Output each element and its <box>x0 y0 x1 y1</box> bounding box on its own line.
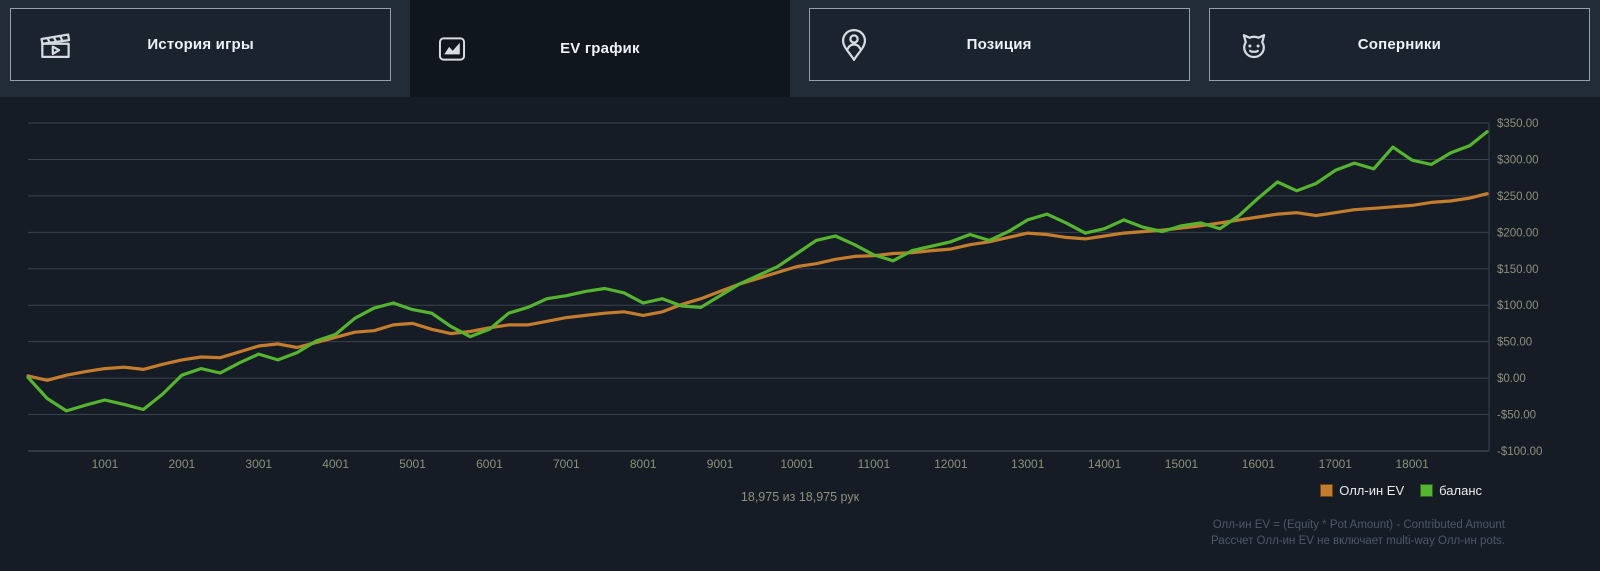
svg-text:$250.00: $250.00 <box>1497 191 1539 203</box>
footnote-ev-formula: Олл-ин EV = (Equity * Pot Amount) - Cont… <box>1212 519 1505 531</box>
svg-text:-$50.00: -$50.00 <box>1497 410 1536 422</box>
tab-bar: История игры EV график Позиция <box>0 0 1600 97</box>
svg-text:$0.00: $0.00 <box>1497 373 1526 385</box>
tab-label: Соперники <box>1357 36 1442 53</box>
clapperboard-icon <box>35 25 75 65</box>
svg-text:17001: 17001 <box>1319 457 1353 471</box>
svg-text:12001: 12001 <box>934 457 968 471</box>
balance-color-swatch <box>1420 484 1434 497</box>
allin-ev-color-swatch <box>1320 484 1334 497</box>
hands-count: 18,975 из 18,975 рук <box>740 490 860 504</box>
svg-text:$150.00: $150.00 <box>1497 264 1539 276</box>
tab-label: История игры <box>147 36 254 53</box>
footnote-ev-note: Рассчет Олл-ин EV не включает multi-way … <box>1211 535 1505 547</box>
svg-text:14001: 14001 <box>1088 457 1122 471</box>
tab-game-history[interactable]: История игры <box>10 8 392 81</box>
legend-label: Олл-ин EV <box>1339 483 1405 498</box>
footnotes: Олл-ин EV = (Equity * Pot Amount) - Cont… <box>1211 517 1505 549</box>
legend-item-balance[interactable]: баланс <box>1420 483 1482 498</box>
svg-text:15001: 15001 <box>1165 457 1199 471</box>
svg-text:18001: 18001 <box>1395 457 1429 471</box>
svg-text:$50.00: $50.00 <box>1497 337 1532 349</box>
tab-label: Позиция <box>966 36 1032 53</box>
svg-text:$350.00: $350.00 <box>1497 118 1539 130</box>
tab-label: EV график <box>560 40 640 57</box>
chart-legend: Олл-ин EV баланс <box>1320 483 1482 498</box>
ev-graph-panel: $350.00 $300.00 $250.00 $200.00 $150.00 $100.… <box>0 97 1600 571</box>
svg-text:$200.00: $200.00 <box>1497 227 1539 239</box>
svg-text:-$100.00: -$100.00 <box>1497 446 1542 458</box>
svg-text:7001: 7001 <box>553 457 580 471</box>
line-chart-icon <box>432 29 472 69</box>
svg-text:1001: 1001 <box>92 457 119 471</box>
legend-label: баланс <box>1439 483 1482 498</box>
svg-text:4001: 4001 <box>322 457 349 471</box>
svg-text:$300.00: $300.00 <box>1497 154 1539 166</box>
svg-text:8001: 8001 <box>630 457 657 471</box>
tab-position[interactable]: Позиция <box>808 8 1190 81</box>
svg-text:3001: 3001 <box>245 457 272 471</box>
svg-text:11001: 11001 <box>858 457 891 471</box>
position-pin-icon <box>834 25 874 65</box>
svg-text:9001: 9001 <box>707 457 734 471</box>
ev-chart: $350.00 $300.00 $250.00 $200.00 $150.00 $100.… <box>26 118 1542 471</box>
svg-text:16001: 16001 <box>1242 457 1276 471</box>
svg-text:13001: 13001 <box>1011 457 1045 471</box>
tab-ev-graph[interactable]: EV график <box>410 0 790 97</box>
svg-text:6001: 6001 <box>476 457 503 471</box>
svg-text:10001: 10001 <box>780 457 814 471</box>
tab-opponents[interactable]: Соперники <box>1208 8 1590 81</box>
svg-text:$100.00: $100.00 <box>1497 300 1539 312</box>
legend-item-allin-ev[interactable]: Олл-ин EV <box>1320 483 1404 498</box>
opponent-imp-icon <box>1234 25 1274 65</box>
svg-text:5001: 5001 <box>399 457 426 471</box>
svg-text:2001: 2001 <box>169 457 196 471</box>
